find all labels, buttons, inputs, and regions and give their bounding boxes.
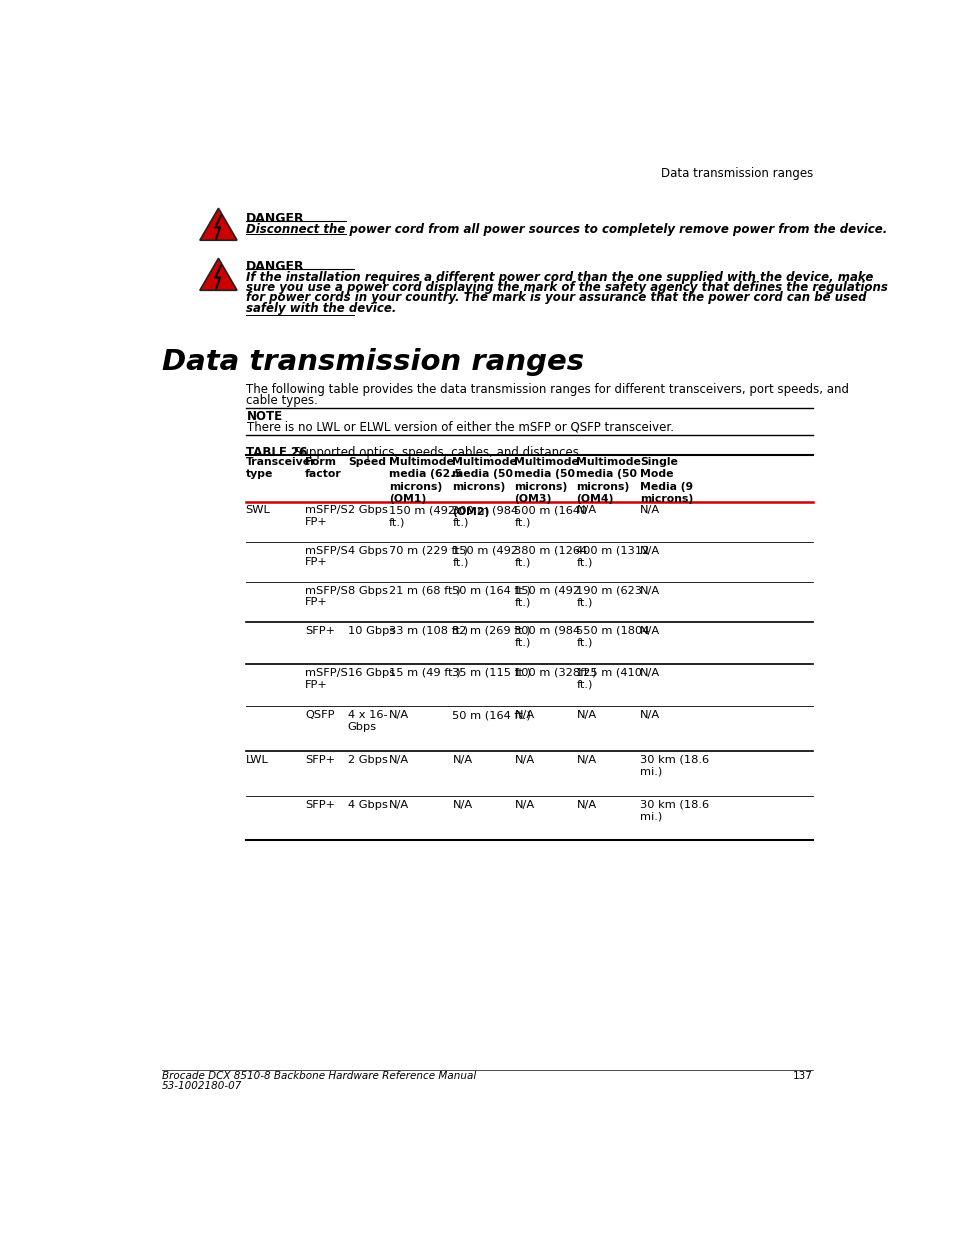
Text: N/A: N/A (389, 755, 409, 764)
Text: 2 Gbps: 2 Gbps (348, 755, 387, 764)
Text: N/A: N/A (576, 755, 596, 764)
Text: N/A: N/A (452, 755, 472, 764)
Text: safely with the device.: safely with the device. (245, 301, 395, 315)
Text: mSFP/S
FP+: mSFP/S FP+ (305, 505, 348, 527)
Text: Data transmission ranges: Data transmission ranges (162, 348, 583, 377)
Text: 150 m (492
ft.): 150 m (492 ft.) (514, 585, 579, 608)
Text: 150 m (492
ft.): 150 m (492 ft.) (389, 505, 455, 527)
Text: Supported optics, speeds, cables, and distances: Supported optics, speeds, cables, and di… (294, 446, 578, 459)
Text: Transceiver
type: Transceiver type (245, 457, 315, 479)
Text: DANGER: DANGER (245, 259, 304, 273)
Text: 4 Gbps: 4 Gbps (348, 799, 387, 810)
Text: N/A: N/A (576, 505, 596, 515)
Text: N/A: N/A (514, 710, 534, 720)
Text: N/A: N/A (514, 799, 534, 810)
Text: 4 Gbps: 4 Gbps (348, 546, 387, 556)
Text: 30 km (18.6
mi.): 30 km (18.6 mi.) (639, 799, 708, 821)
Text: 100 m (328ft.): 100 m (328ft.) (514, 668, 597, 678)
Text: Brocade DCX 8510-8 Backbone Hardware Reference Manual: Brocade DCX 8510-8 Backbone Hardware Ref… (162, 1072, 476, 1082)
Text: NOTE: NOTE (247, 410, 283, 424)
Text: 35 m (115 ft.): 35 m (115 ft.) (452, 668, 531, 678)
Text: 33 m (108 ft.): 33 m (108 ft.) (389, 626, 468, 636)
Text: N/A: N/A (576, 799, 596, 810)
Text: 150 m (492
ft.): 150 m (492 ft.) (452, 546, 518, 567)
Text: Multimode
media (62.5
microns)
(OM1): Multimode media (62.5 microns) (OM1) (389, 457, 461, 504)
Text: 2 Gbps: 2 Gbps (348, 505, 387, 515)
Text: There is no LWL or ELWL version of either the mSFP or QSFP transceiver.: There is no LWL or ELWL version of eithe… (247, 420, 674, 433)
Text: N/A: N/A (639, 626, 659, 636)
Text: Multimode
media (50
microns)

(OM2): Multimode media (50 microns) (OM2) (452, 457, 517, 516)
Text: 82 m (269 ft.): 82 m (269 ft.) (452, 626, 531, 636)
Text: N/A: N/A (639, 585, 659, 595)
Text: Disconnect the power cord from all power sources to completely remove power from: Disconnect the power cord from all power… (245, 222, 886, 236)
Text: 4 x 16-
Gbps: 4 x 16- Gbps (348, 710, 387, 732)
Text: SFP+: SFP+ (305, 755, 335, 764)
Polygon shape (199, 209, 236, 241)
Text: for power cords in your country. The mark is your assurance that the power cord : for power cords in your country. The mar… (245, 291, 865, 304)
Text: cable types.: cable types. (245, 394, 317, 406)
Text: 500 m (1640
ft.): 500 m (1640 ft.) (514, 505, 587, 527)
Text: 137: 137 (792, 1072, 812, 1082)
Text: TABLE 26: TABLE 26 (245, 446, 314, 459)
Text: 300 m (984
ft.): 300 m (984 ft.) (452, 505, 518, 527)
Text: N/A: N/A (514, 755, 534, 764)
Text: 30 km (18.6
mi.): 30 km (18.6 mi.) (639, 755, 708, 777)
Text: N/A: N/A (639, 546, 659, 556)
Text: N/A: N/A (389, 799, 409, 810)
Text: mSFP/S
FP+: mSFP/S FP+ (305, 668, 348, 689)
Text: If the installation requires a different power cord than the one supplied with t: If the installation requires a different… (245, 270, 872, 284)
Text: The following table provides the data transmission ranges for different transcei: The following table provides the data tr… (245, 383, 847, 396)
Text: 125 m (410
ft.): 125 m (410 ft.) (576, 668, 641, 689)
Text: SFP+: SFP+ (305, 799, 335, 810)
Text: mSFP/S
FP+: mSFP/S FP+ (305, 585, 348, 608)
Text: SWL: SWL (245, 505, 270, 515)
Text: LWL: LWL (245, 755, 268, 764)
Text: QSFP: QSFP (305, 710, 335, 720)
Text: SFP+: SFP+ (305, 626, 335, 636)
Text: 400 m (1312
ft.): 400 m (1312 ft.) (576, 546, 649, 567)
Text: 16 Gbps: 16 Gbps (348, 668, 395, 678)
Text: Form
factor: Form factor (305, 457, 341, 479)
Text: Multimode
media (50
microns)
(OM3): Multimode media (50 microns) (OM3) (514, 457, 578, 504)
Text: N/A: N/A (576, 710, 596, 720)
Text: Multimode
media (50
microns)
(OM4): Multimode media (50 microns) (OM4) (576, 457, 640, 504)
Text: 50 m (164 ft.): 50 m (164 ft.) (452, 585, 531, 595)
Text: sure you use a power cord displaying the mark of the safety agency that defines : sure you use a power cord displaying the… (245, 282, 886, 294)
Text: 53-1002180-07: 53-1002180-07 (162, 1082, 242, 1092)
Text: 21 m (68 ft.): 21 m (68 ft.) (389, 585, 460, 595)
Text: N/A: N/A (389, 710, 409, 720)
Text: 8 Gbps: 8 Gbps (348, 585, 388, 595)
Text: N/A: N/A (452, 799, 472, 810)
Text: Single
Mode
Media (9
microns): Single Mode Media (9 microns) (639, 457, 693, 504)
Text: Data transmission ranges: Data transmission ranges (659, 168, 812, 180)
Text: 15 m (49 ft.): 15 m (49 ft.) (389, 668, 460, 678)
Text: 190 m (623
ft.): 190 m (623 ft.) (576, 585, 641, 608)
Text: 10 Gbps: 10 Gbps (348, 626, 395, 636)
Text: 50 m (164 ft.): 50 m (164 ft.) (452, 710, 531, 720)
Text: 380 m (1264
ft.): 380 m (1264 ft.) (514, 546, 587, 567)
Text: N/A: N/A (639, 668, 659, 678)
Polygon shape (199, 258, 236, 290)
Text: N/A: N/A (639, 505, 659, 515)
Text: mSFP/S
FP+: mSFP/S FP+ (305, 546, 348, 567)
Text: DANGER: DANGER (245, 212, 304, 225)
Text: N/A: N/A (639, 710, 659, 720)
Text: 70 m (229 ft.): 70 m (229 ft.) (389, 546, 467, 556)
Text: 550 m (1804
ft.): 550 m (1804 ft.) (576, 626, 649, 647)
Text: 300 m (984
ft.): 300 m (984 ft.) (514, 626, 580, 647)
Text: Speed: Speed (348, 457, 385, 467)
